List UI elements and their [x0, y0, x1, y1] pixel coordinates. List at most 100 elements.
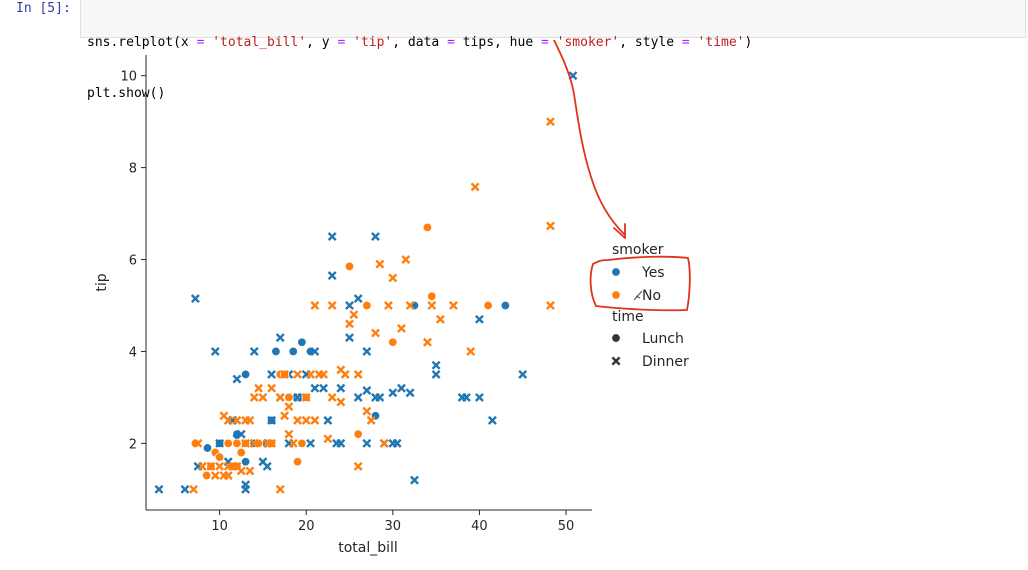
data-point-stroke: [362, 386, 372, 395]
data-point: [388, 388, 398, 398]
data-point-stroke: [267, 415, 277, 425]
code-token: =: [196, 35, 205, 50]
data-point: [275, 484, 285, 494]
data-point: [245, 466, 255, 476]
x-tick-label: 40: [471, 519, 488, 534]
data-point-stroke: [232, 374, 242, 384]
data-point: [340, 369, 350, 379]
data-point-stroke: [319, 369, 328, 379]
data-point: [345, 333, 354, 343]
data-point: [353, 369, 363, 379]
data-point: [288, 438, 298, 448]
data-point: [223, 438, 233, 449]
data-point: [427, 291, 437, 301]
data-point: [154, 484, 164, 494]
data-point-stroke: [293, 415, 303, 425]
data-point-stroke: [288, 438, 298, 448]
cell-output: 10 20 30 40 50 2 4 6 8 10 total_bill tip smoker Yes N…: [0, 17, 1028, 566]
data-point-stroke: [323, 434, 333, 444]
scatter-plot: 10 20 30 40 50 2 4 6 8 10 total_bill tip smoker Yes N…: [94, 17, 691, 556]
code-cell-editor[interactable]: sns.relplot(x = 'total_bill', y = 'tip',…: [80, 0, 1026, 101]
data-point-stroke: [327, 271, 337, 281]
y-tick-label: 8: [129, 162, 137, 177]
data-point: [271, 346, 281, 357]
legend-label-dinner: Dinner: [642, 354, 689, 370]
data-point: [545, 117, 555, 127]
data-point: [310, 346, 320, 356]
code-line-1: sns.relplot(x = 'total_bill', y = 'tip',…: [87, 34, 1025, 51]
data-point: [327, 232, 337, 241]
code-token: , data: [392, 35, 448, 50]
data-point: [232, 438, 242, 449]
data-point: [397, 383, 406, 393]
data-point-stroke: [275, 484, 285, 494]
data-point-stroke: [349, 310, 359, 320]
data-point-stroke: [306, 369, 315, 379]
code-token: =: [681, 35, 690, 50]
data-point: [448, 301, 458, 310]
legend-marker-dinner-stroke: [611, 356, 621, 366]
data-point-stroke: [306, 438, 315, 448]
data-point: [267, 383, 277, 393]
data-point: [240, 369, 251, 380]
data-point: [306, 369, 315, 379]
code-token: 'time': [689, 35, 745, 50]
data-point: [297, 438, 307, 449]
data-point-stroke: [275, 392, 285, 402]
data-point: [379, 438, 389, 448]
data-point-stroke: [474, 314, 484, 324]
data-point: [388, 273, 398, 283]
data-point-stroke: [518, 369, 528, 379]
data-point: [431, 369, 441, 379]
data-point: [344, 261, 355, 272]
data-point-stroke: [487, 415, 497, 425]
data-point: [371, 232, 380, 241]
data-point-stroke: [249, 346, 259, 356]
data-point-stroke: [336, 383, 346, 393]
data-point: [518, 369, 528, 379]
data-point-stroke: [470, 182, 480, 192]
legend-hue-title: smoker: [612, 242, 664, 258]
data-point-stroke: [371, 328, 380, 338]
data-point: [223, 471, 233, 480]
data-point: [371, 328, 380, 338]
data-point-stroke: [435, 314, 445, 324]
data-point: [206, 461, 216, 471]
data-point: [362, 438, 372, 448]
code-token: , style: [619, 35, 682, 50]
data-point: [310, 383, 320, 393]
data-point-stroke: [249, 438, 259, 448]
data-point-stroke: [262, 461, 272, 471]
data-point-stroke: [379, 438, 389, 448]
data-point: [267, 438, 277, 448]
data-point: [249, 438, 259, 448]
data-point: [292, 457, 303, 467]
data-point: [284, 429, 294, 439]
y-tick-label: 6: [129, 254, 137, 269]
data-point: [223, 415, 233, 425]
data-point-stroke: [193, 438, 203, 448]
data-point: [470, 182, 480, 192]
data-point: [297, 337, 307, 347]
y-tick-label: 10: [120, 70, 137, 85]
data-point: [310, 415, 320, 425]
data-point-stroke: [397, 324, 406, 333]
data-point: [310, 301, 320, 310]
data-point-stroke: [336, 397, 346, 407]
legend-marker-no: [611, 290, 621, 300]
data-point: [267, 415, 277, 425]
data-point: [362, 406, 372, 416]
data-point-stroke: [154, 484, 164, 494]
data-point: [545, 221, 555, 231]
hand-annotation: [542, 17, 691, 312]
data-point: [323, 415, 333, 425]
data-point-stroke: [210, 471, 220, 480]
data-point: [249, 392, 259, 402]
plot-axes: 10 20 30 40 50 2 4 6 8 10 total_bill tip: [94, 55, 592, 556]
data-point: [461, 392, 471, 402]
data-point: [197, 461, 207, 471]
data-point-stroke: [345, 301, 354, 310]
data-point-stroke: [323, 415, 333, 425]
data-point: [336, 438, 346, 448]
data-point-stroke: [245, 466, 255, 476]
